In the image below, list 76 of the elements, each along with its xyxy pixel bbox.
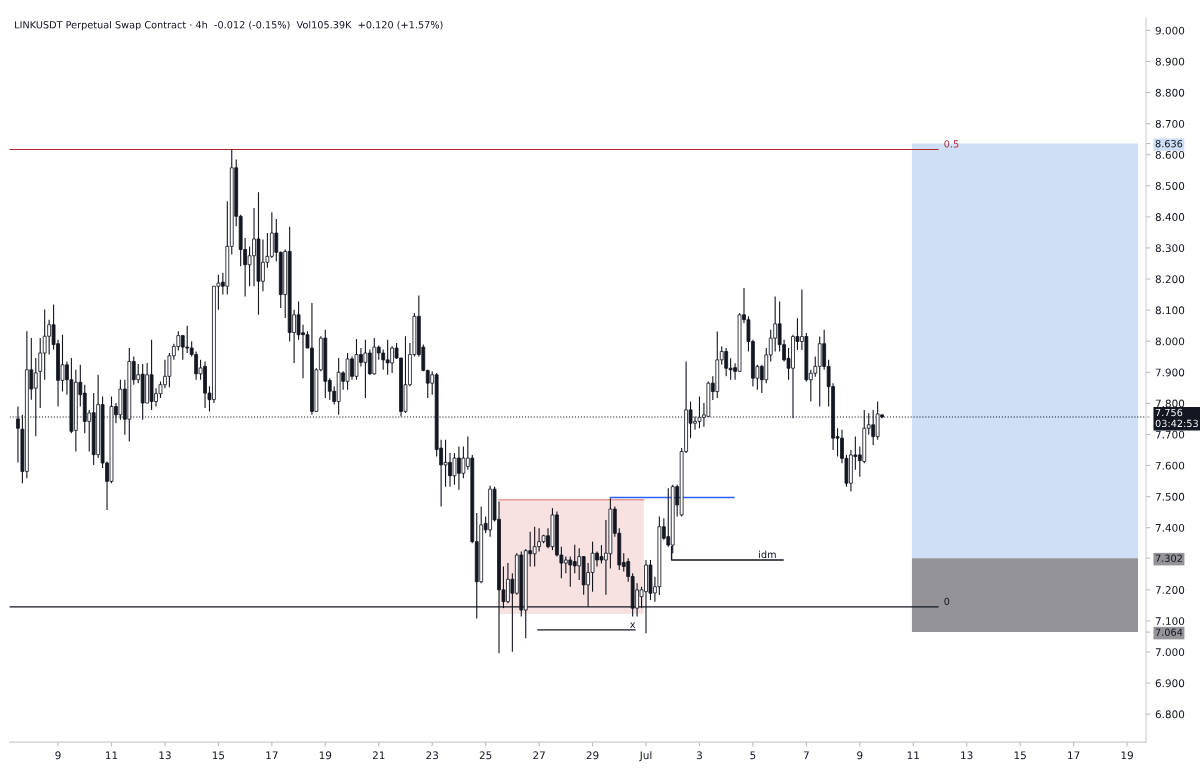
annotation: idm [759,550,776,559]
y-tick-label: 8.600 [1155,150,1185,159]
x-tick-label: 3 [696,751,702,760]
candlestick [269,211,274,259]
y-tick-label: 7.600 [1155,461,1185,470]
y-tick-label: 8.200 [1155,275,1185,284]
y-tick-label: 8.900 [1155,57,1185,66]
x-tick-label: 17 [266,751,278,760]
y-tick-label: 8.700 [1155,119,1185,128]
candlestick [385,339,390,376]
x-tick-label: Jul [639,751,652,762]
y-tick-label: 6.900 [1155,679,1185,688]
y-tick-label: 7.000 [1155,648,1185,657]
x-tick-label: 7 [803,751,809,760]
x-tick-label: 27 [533,751,545,760]
candlestick [532,526,537,568]
annotation: 0 [944,597,950,606]
y-tick-label: 7.756 03:42:53 [1155,408,1198,428]
candlestick [38,337,43,409]
y-tick-label: 7.100 [1155,617,1185,626]
y-tick-label: 8.000 [1155,337,1185,346]
candlestick [185,325,190,354]
candlestick [666,487,671,548]
y-tick-label: 8.400 [1155,213,1185,221]
candlestick [599,544,604,564]
x-tick-label: 21 [372,751,385,760]
candlestick [817,335,822,408]
candlestick [345,352,350,391]
candlestick [47,319,52,356]
annotation: 0.5 [944,140,959,148]
y-tick-label: 8.800 [1155,88,1185,97]
y-tick-label: 7.900 [1155,368,1185,377]
y-tick-label: 7.500 [1155,492,1185,501]
y-tick-label: 7.064 [1155,628,1183,636]
x-tick-label: 5 [750,751,756,760]
y-tick-label: 9.000 [1155,26,1185,35]
x-tick-label: 11 [907,751,919,760]
x-tick-label: 19 [319,751,332,760]
x-tick-label: 25 [479,751,492,760]
x-tick-label: 13 [159,751,171,760]
x-tick-label: 29 [586,751,599,760]
x-tick-label: 13 [961,751,973,760]
annotation: x [630,622,636,628]
candlestick [60,334,65,393]
x-tick-label: 9 [857,751,863,760]
y-tick-label: 8.636 [1155,140,1183,148]
candlestick [363,339,368,399]
y-tick-label: 6.800 [1155,710,1185,719]
candlestick [724,347,729,377]
y-tick-label: 8.300 [1155,244,1185,253]
candlestick [572,544,577,574]
x-tick-label: 9 [55,751,61,760]
candlestick [443,439,448,488]
x-tick-label: 19 [1121,751,1133,760]
y-tick-label: 7.700 [1155,430,1185,439]
y-tick-label: 8.500 [1155,182,1185,190]
y-tick-label: 7.200 [1155,586,1185,594]
y-tick-label: 8.100 [1155,306,1185,315]
y-tick-label: 7.800 [1155,399,1185,408]
candlestick [773,295,778,353]
candlestick [194,350,199,381]
chart-title: LINKUSDT Perpetual Swap Contract · 4h -0.012 (-0.15%) Vol105.39K +0.120 (+1.57%) [15,20,443,31]
y-tick-label: 7.400 [1155,523,1185,532]
candlestick [42,308,47,381]
y-tick-label: 7.302 [1155,554,1182,562]
candlestick [875,400,880,441]
candlestick [180,335,185,361]
x-tick-label: 15 [1014,751,1026,760]
candlestick [381,349,386,371]
x-tick-label: 17 [1068,751,1080,760]
candlestick [367,349,372,376]
candlestick [568,556,573,588]
x-tick-label: 15 [212,751,225,760]
x-tick-label: 23 [426,751,438,760]
candlestick [354,338,359,381]
x-tick-label: 11 [106,751,118,760]
